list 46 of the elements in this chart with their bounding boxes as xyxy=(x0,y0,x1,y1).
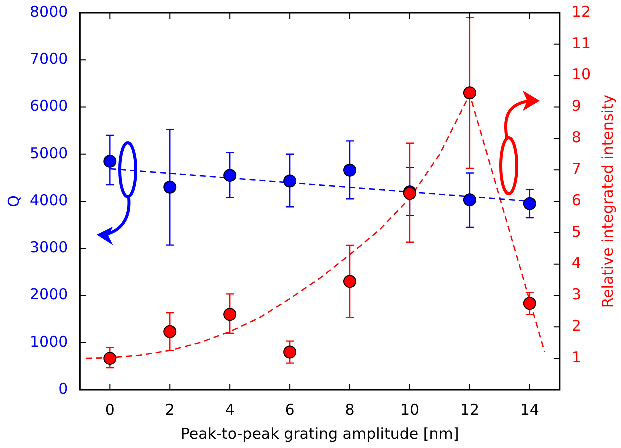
point xyxy=(224,308,237,322)
y2-tick-label: 4 xyxy=(572,254,582,272)
y-tick-label: 1000 xyxy=(30,332,68,351)
y-axis-title: Q xyxy=(4,196,23,208)
y-tick-label: 7000 xyxy=(30,50,68,68)
point xyxy=(284,174,297,188)
x-tick-label: 12 xyxy=(460,400,480,419)
point xyxy=(344,164,357,177)
point xyxy=(164,180,177,194)
y2-tick-label: 5 xyxy=(572,222,582,241)
y-tick-label: 4000 xyxy=(30,191,68,210)
point xyxy=(224,169,237,182)
point xyxy=(523,197,536,210)
y2-tick-label: 10 xyxy=(572,66,592,84)
x-axis-title: Peak-to-peak grating amplitude [nm] xyxy=(180,424,460,443)
x-tick-label: 6 xyxy=(285,400,295,419)
point xyxy=(463,86,476,100)
y-tick-label: 6000 xyxy=(30,97,68,116)
point xyxy=(104,352,117,366)
point xyxy=(344,275,357,288)
y-tick-label: 3000 xyxy=(30,238,68,257)
x-tick-label: 4 xyxy=(225,400,235,419)
x-tick-label: 10 xyxy=(400,400,420,419)
y2-tick-label: 12 xyxy=(572,2,592,21)
point xyxy=(164,325,177,338)
point xyxy=(284,346,297,359)
y2-tick-label: 11 xyxy=(572,34,592,52)
y2-tick-label: 7 xyxy=(572,160,582,178)
x-tick-label: 8 xyxy=(345,400,355,419)
y-tick-label: 8000 xyxy=(30,2,68,21)
y2-tick-label: 2 xyxy=(572,317,582,336)
x-tick-label: 0 xyxy=(105,400,115,419)
y2-axis-title: Relative integrated intensity xyxy=(598,94,617,308)
point xyxy=(523,297,536,310)
x-tick-label: 14 xyxy=(520,400,540,419)
y2-tick-label: 1 xyxy=(572,348,582,366)
y2-tick-label: 9 xyxy=(572,97,582,116)
y2-tick-label: 3 xyxy=(572,286,582,304)
y-tick-label: 0 xyxy=(58,380,68,398)
point xyxy=(104,154,117,168)
point xyxy=(463,194,476,207)
y2-tick-label: 8 xyxy=(572,128,582,147)
y-tick-label: 2000 xyxy=(30,286,68,304)
x-tick-label: 2 xyxy=(165,400,175,419)
y-tick-label: 5000 xyxy=(30,144,68,162)
y2-tick-label: 6 xyxy=(572,191,582,210)
